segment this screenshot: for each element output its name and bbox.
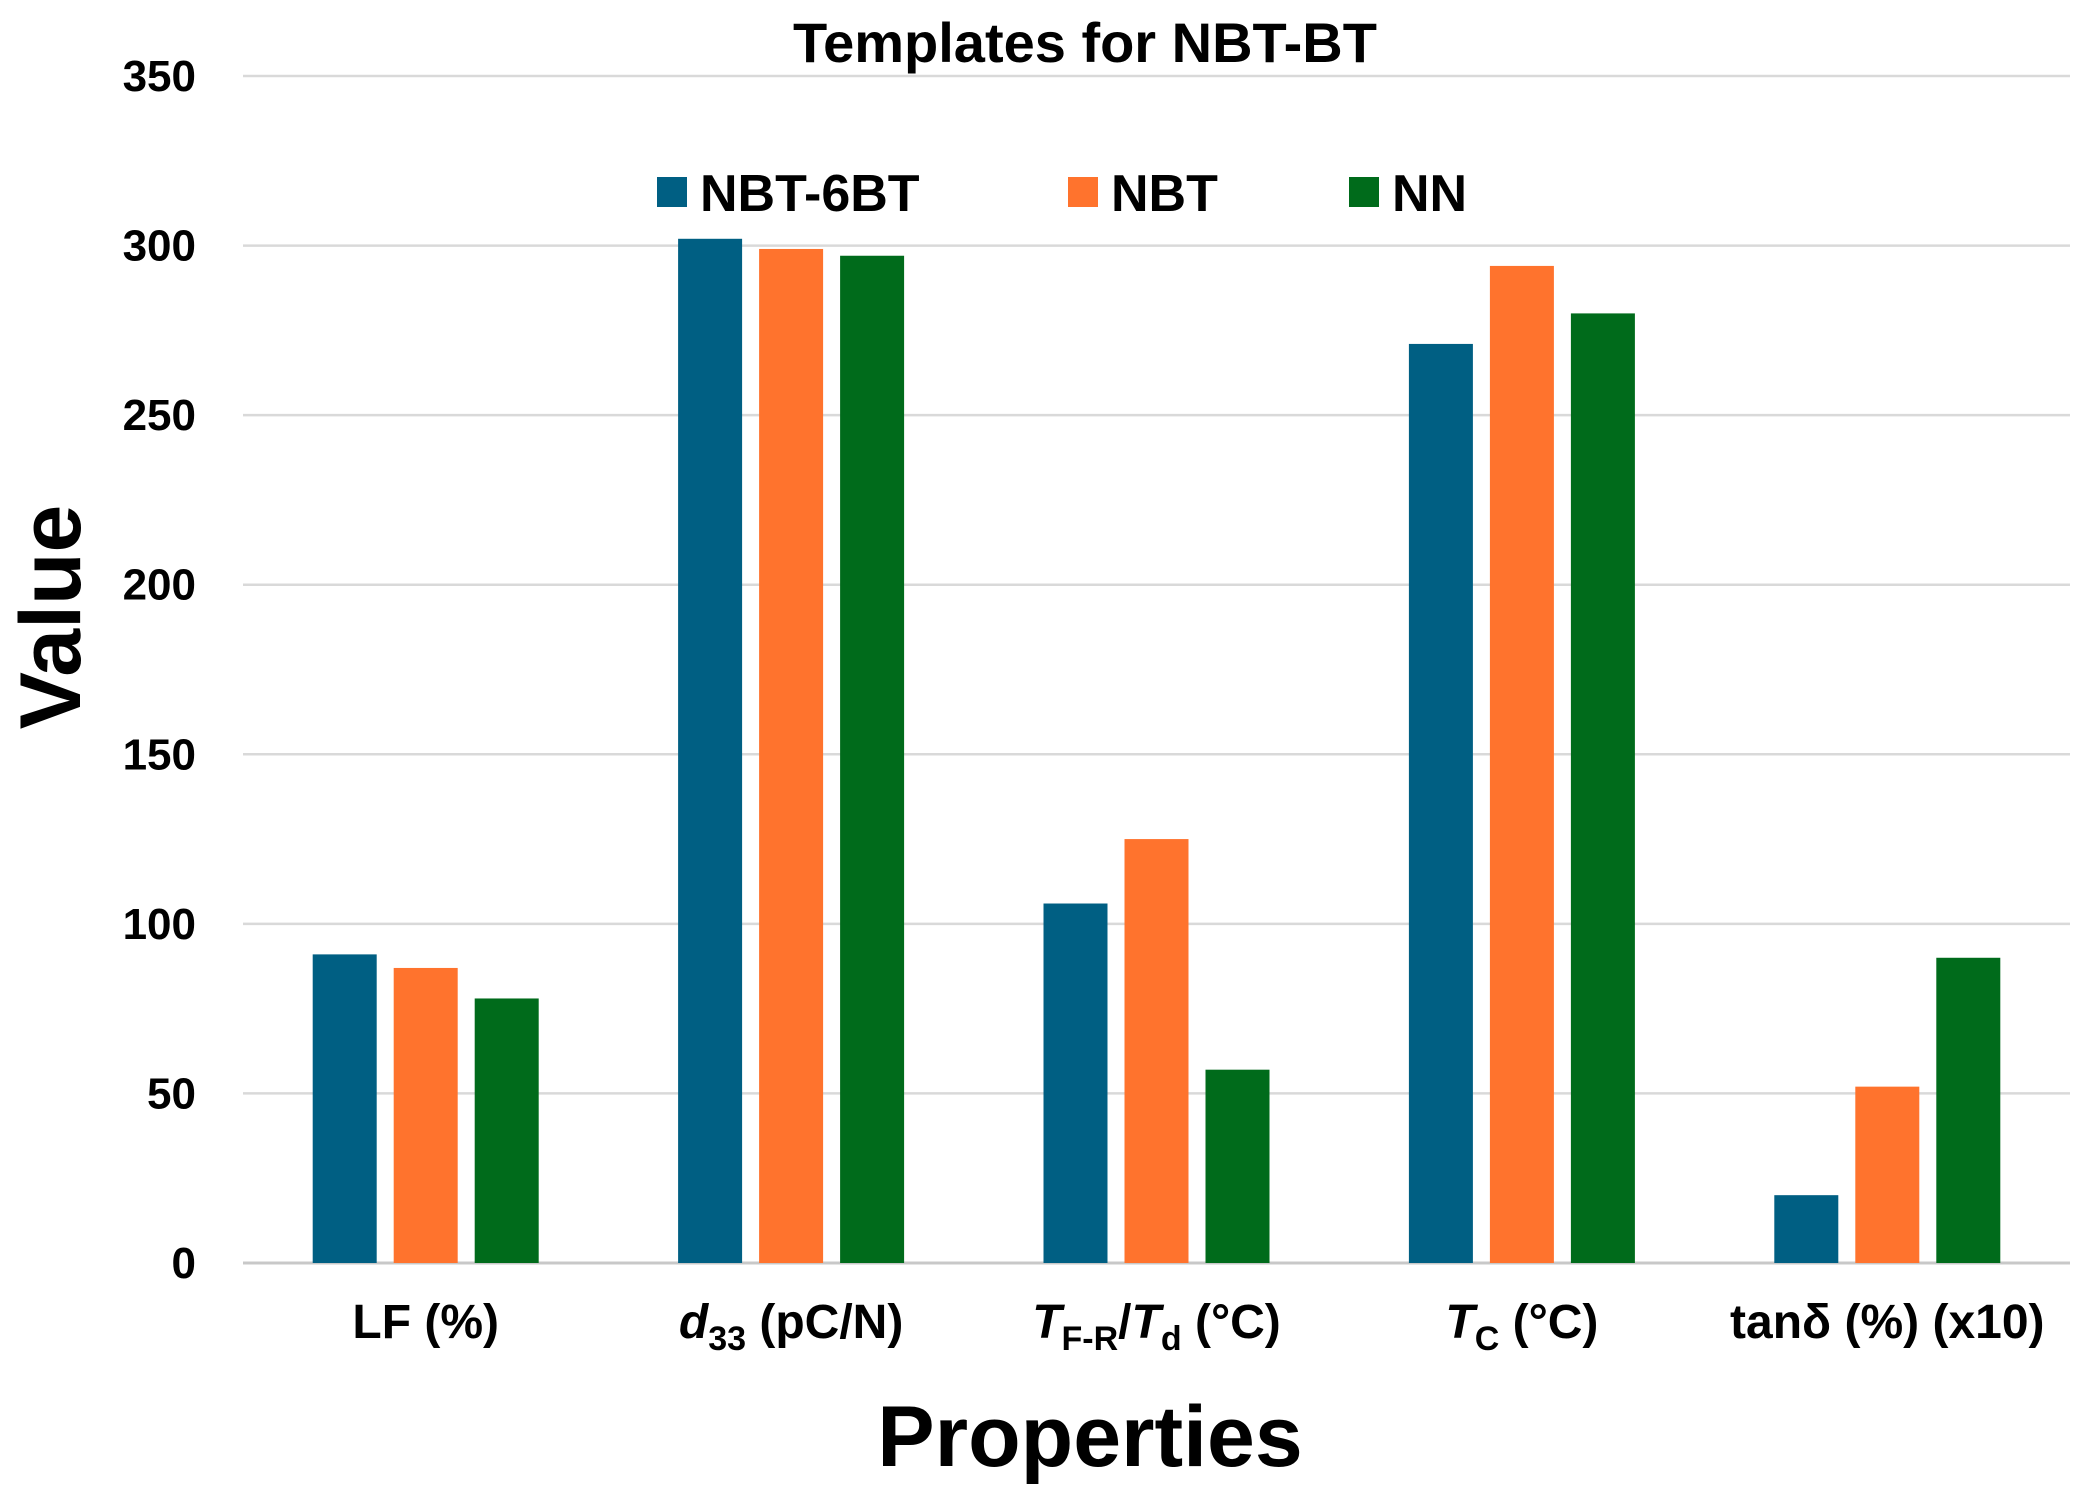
- legend-label-nbt: NBT: [1111, 165, 1218, 223]
- x-category-labels: LF (%) d33 (pC/N) TF-R/Td (°C) TC (°C) tanδ …: [352, 1296, 2044, 1358]
- y-tick-labels: 0 50 100 150 200 250 300 350: [123, 52, 196, 1288]
- bar-nn-d33: [840, 255, 905, 1263]
- y-axis-title: Value: [3, 505, 99, 730]
- x-category-label-d33: d33 (pC/N): [679, 1296, 903, 1358]
- y-tick-label: 250: [123, 391, 196, 440]
- y-tick-label: 50: [147, 1069, 196, 1118]
- gridlines: [243, 74, 2070, 1265]
- legend-label-nbt-6bt: NBT-6BT: [700, 165, 920, 223]
- bar-nbt-6bt-tc: [1408, 343, 1473, 1263]
- legend-swatch-nbt: [1068, 177, 1098, 207]
- y-tick-label: 200: [123, 561, 196, 610]
- x-category-label-tc: TC (°C): [1445, 1296, 1598, 1358]
- y-tick-label: 100: [123, 900, 196, 949]
- x-category-label-tand: tanδ (%) (x10): [1730, 1296, 2044, 1349]
- x-category-label-tfr_td: TF-R/Td (°C): [1032, 1296, 1281, 1358]
- y-tick-label: 350: [123, 52, 196, 101]
- y-tick-label: 300: [123, 222, 196, 271]
- legend: NBT-6BT NBT NN: [657, 165, 1467, 223]
- bar-nn-tfr_td: [1205, 1069, 1270, 1263]
- bar-nbt-6bt-lf: [312, 954, 377, 1263]
- legend-label-nn: NN: [1392, 165, 1467, 223]
- y-tick-label: 0: [172, 1239, 196, 1288]
- bar-nbt-tand: [1855, 1086, 1920, 1263]
- bar-nn-lf: [474, 998, 539, 1263]
- legend-swatch-nbt-6bt: [657, 177, 687, 207]
- x-category-label-lf: LF (%): [352, 1296, 499, 1349]
- bars: [312, 238, 2001, 1263]
- bar-nbt-lf: [393, 967, 458, 1263]
- bar-nbt-tc: [1489, 265, 1554, 1263]
- chart-title: Templates for NBT-BT: [793, 11, 1377, 74]
- bar-nn-tc: [1570, 313, 1635, 1263]
- legend-swatch-nn: [1349, 177, 1379, 207]
- y-tick-label: 150: [123, 730, 196, 779]
- bar-nbt-tfr_td: [1124, 839, 1189, 1263]
- bar-nbt-6bt-tand: [1774, 1195, 1839, 1263]
- x-axis-title: Properties: [877, 1389, 1302, 1485]
- bar-nbt-d33: [759, 248, 824, 1263]
- bar-nn-tand: [1936, 957, 2001, 1263]
- bar-nbt-6bt-tfr_td: [1043, 903, 1108, 1263]
- bar-nbt-6bt-d33: [678, 238, 743, 1263]
